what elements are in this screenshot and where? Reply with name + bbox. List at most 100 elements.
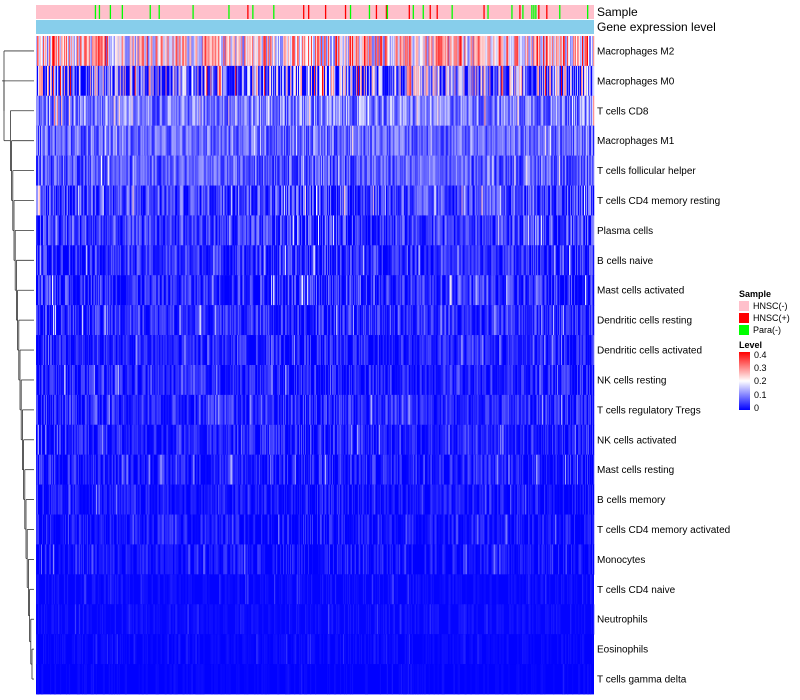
heatmap-cell: [334, 125, 337, 157]
heatmap-cell: [100, 155, 103, 186]
heatmap-cell: [166, 65, 168, 97]
heatmap-cell: [343, 245, 346, 276]
heatmap-cell: [572, 215, 574, 246]
heatmap-cell: [222, 215, 224, 246]
heatmap-cell: [58, 245, 61, 276]
heatmap-cell: [149, 36, 151, 67]
heatmap-cell: [261, 185, 263, 216]
heatmap-cell: [260, 155, 262, 186]
heatmap-cell: [351, 36, 354, 67]
heatmap-cell: [329, 95, 332, 127]
heatmap-cell: [368, 245, 371, 276]
heatmap-cell: [410, 245, 412, 276]
heatmap-cell: [151, 36, 153, 67]
heatmap-cell: [580, 36, 582, 67]
heatmap-cell: [62, 245, 65, 276]
heatmap-cell: [269, 65, 271, 97]
heatmap-cell: [206, 125, 208, 157]
heatmap-cell: [502, 245, 504, 276]
heatmap-cell: [480, 155, 482, 186]
heatmap-cell: [536, 36, 538, 67]
heatmap-cell: [472, 95, 474, 127]
heatmap-cell: [536, 275, 538, 306]
heatmap-cell: [147, 65, 149, 97]
heatmap-cell: [549, 275, 551, 306]
heatmap-cell: [171, 155, 173, 186]
heatmap-cell: [565, 185, 567, 216]
heatmap-cell: [315, 95, 317, 127]
heatmap-cell: [346, 95, 349, 127]
heatmap-cell: [247, 215, 249, 246]
heatmap-cell: [123, 36, 125, 67]
heatmap-cell: [51, 275, 54, 306]
heatmap-cell: [523, 36, 525, 67]
heatmap-cell: [153, 245, 155, 276]
heatmap-cell: [252, 155, 254, 186]
heatmap-cell: [92, 65, 95, 97]
heatmap-cell: [264, 155, 266, 186]
heatmap-cell: [250, 65, 252, 97]
heatmap-cell: [401, 185, 403, 216]
heatmap-cell: [514, 65, 516, 97]
heatmap-cell: [60, 245, 63, 276]
heatmap-cell: [578, 36, 580, 67]
heatmap-cell: [41, 155, 44, 186]
heatmap-cell: [556, 245, 558, 276]
heatmap-cell: [381, 95, 384, 127]
heatmap-cell: [94, 95, 97, 127]
heatmap-cell: [164, 36, 166, 67]
heatmap-cell: [510, 185, 512, 216]
heatmap-cell: [445, 155, 447, 186]
heatmap-cell: [243, 185, 245, 216]
heatmap-cell: [99, 245, 102, 276]
heatmap-cell: [337, 275, 340, 306]
heatmap-cell: [145, 95, 147, 127]
heatmap-cell: [502, 125, 504, 157]
heatmap-cell: [568, 65, 570, 97]
heatmap-cell: [275, 95, 277, 127]
heatmap-cell: [130, 65, 132, 97]
heatmap-cell: [444, 65, 446, 97]
heatmap-cell: [379, 245, 382, 276]
heatmap-cell: [46, 95, 49, 127]
heatmap-cell: [423, 215, 425, 246]
heatmap-cell: [53, 155, 56, 186]
sample-annotation-cell: [559, 5, 561, 19]
heatmap-cell: [354, 36, 357, 67]
heatmap-cell: [423, 185, 425, 216]
heatmap-cell: [455, 155, 457, 186]
heatmap-cell: [379, 95, 382, 127]
heatmap-cell: [95, 275, 98, 306]
heatmap-cell: [435, 36, 437, 67]
heatmap-cell: [442, 185, 444, 216]
heatmap-cell: [431, 65, 433, 97]
heatmap-cell: [215, 185, 217, 216]
heatmap-cell: [373, 155, 376, 186]
heatmap-cell: [66, 95, 69, 127]
heatmap-cell: [481, 275, 483, 306]
heatmap-cell: [367, 275, 370, 306]
heatmap-cell: [504, 65, 506, 97]
heatmap-cell: [511, 65, 513, 97]
gene-expression-level-track: [36, 20, 594, 34]
heatmap-cell: [131, 155, 133, 186]
heatmap-cell: [288, 36, 290, 67]
heatmap-cell: [588, 36, 590, 67]
heatmap-cell: [200, 155, 202, 186]
heatmap-cell: [510, 245, 512, 276]
heatmap-cell: [327, 275, 330, 306]
heatmap-cell: [589, 155, 591, 186]
heatmap-cell: [386, 125, 388, 157]
heatmap-cell: [450, 275, 452, 306]
heatmap-cell: [521, 125, 523, 157]
heatmap-cell: [472, 245, 474, 276]
heatmap-cell: [474, 155, 476, 186]
heatmap-cell: [346, 155, 349, 186]
heatmap-cell: [220, 65, 222, 97]
heatmap-cell: [147, 155, 149, 186]
heatmap-cell: [553, 155, 555, 186]
heatmap-cell: [105, 95, 107, 127]
heatmap-cell: [561, 36, 563, 67]
heatmap-cell: [453, 155, 455, 186]
heatmap-cell: [255, 36, 257, 67]
